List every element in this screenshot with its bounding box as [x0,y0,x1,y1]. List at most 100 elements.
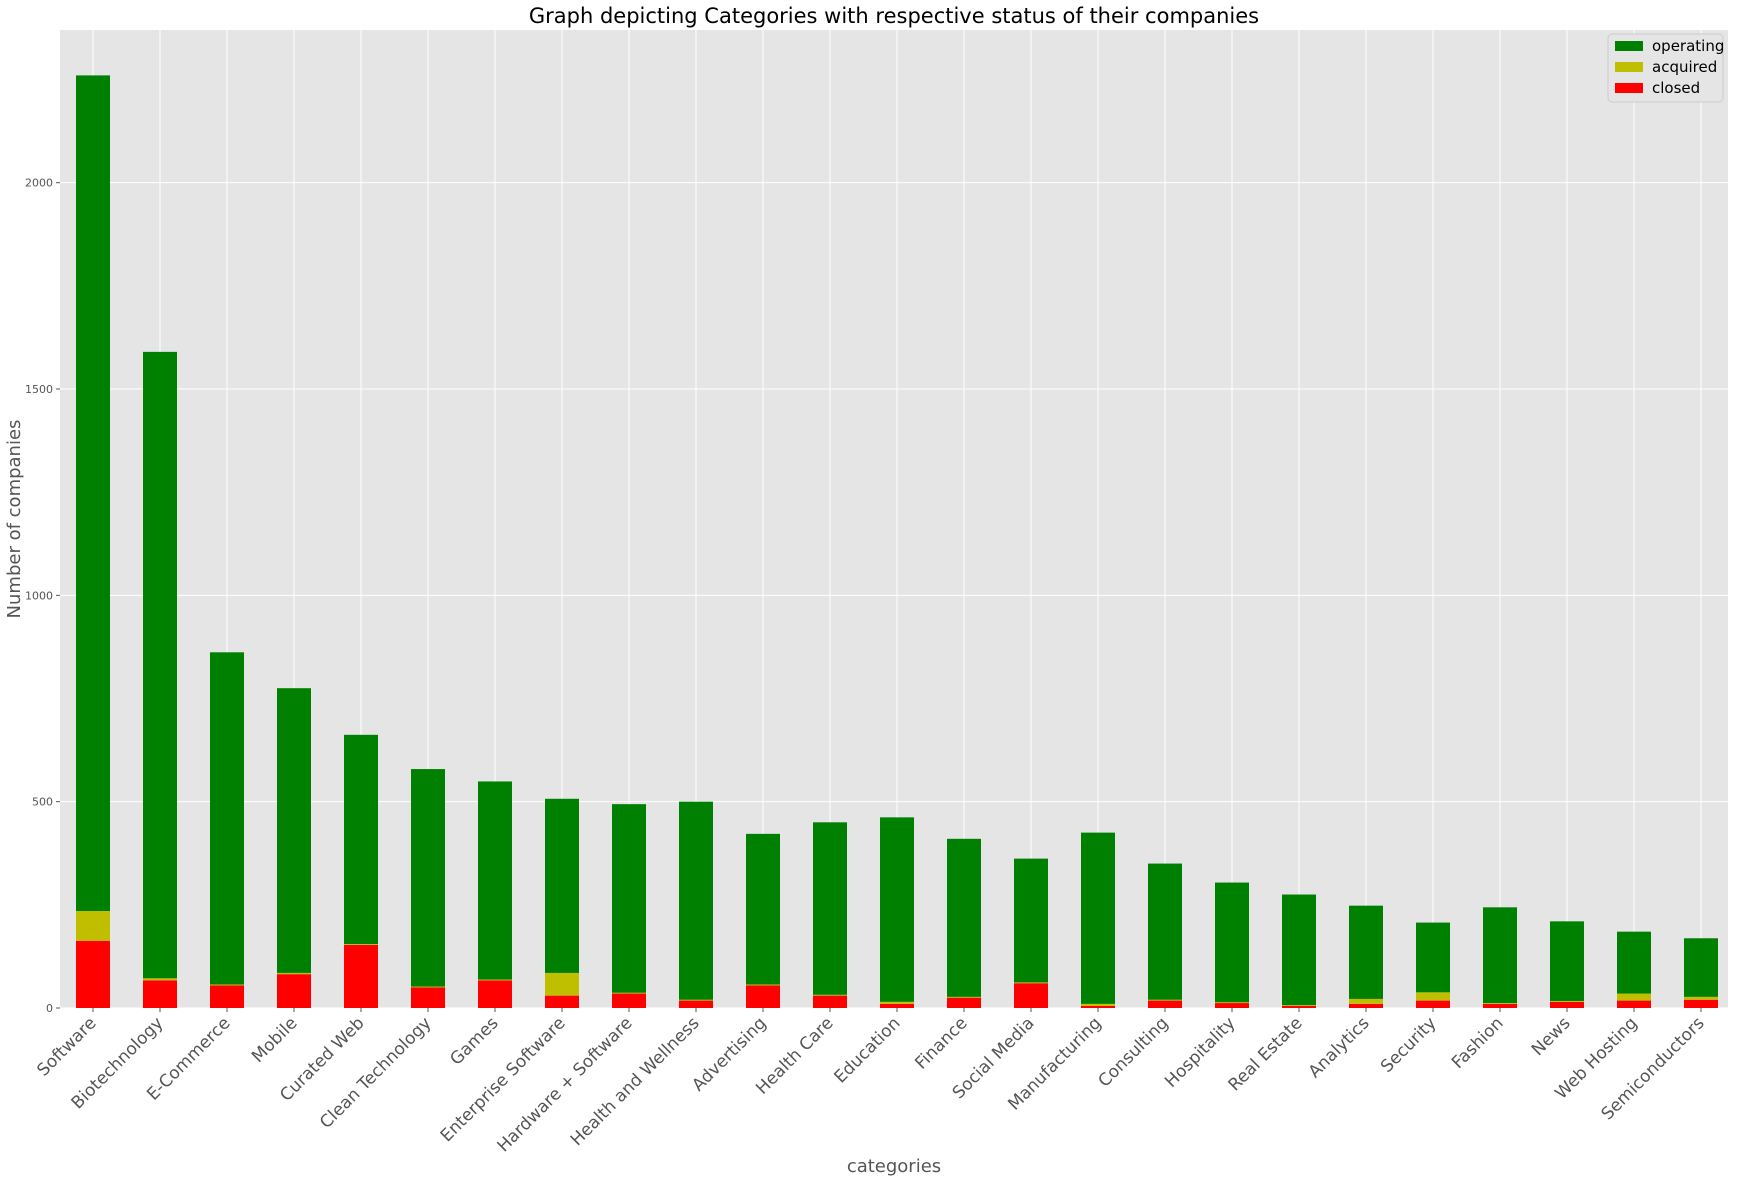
y-tick-label: 2000 [25,177,53,190]
bar-acquired-hardware-software [612,992,646,994]
bar-acquired-finance [947,996,981,998]
bar-acquired-e-commerce [210,984,244,986]
bar-closed-semiconductors [1684,999,1718,1008]
bar-acquired-consulting [1148,999,1182,1001]
x-tick-label: Clean Technology [316,1013,435,1132]
x-tick-label: Consulting [1094,1013,1172,1091]
bar-operating-e-commerce [210,652,244,985]
bar-operating-social-media [1014,858,1048,983]
bar-operating-enterprise-software [545,798,579,973]
bar-operating-hospitality [1215,882,1249,1003]
bar-closed-enterprise-software [545,995,579,1008]
bar-closed-manufacturing [1081,1005,1115,1008]
y-tick-label: 500 [32,796,53,809]
bar-operating-health-care [813,822,847,995]
x-tick-label: Finance [911,1013,971,1073]
legend-swatch-closed [1615,83,1643,93]
x-tick-label: Analytics [1305,1013,1374,1082]
bar-closed-curated-web [344,944,378,1008]
bar-operating-software [76,75,110,912]
bar-closed-hardware-software [612,993,646,1008]
bar-closed-consulting [1148,1000,1182,1008]
bar-closed-software [76,940,110,1008]
x-tick-label: Games [446,1013,502,1069]
bar-acquired-semiconductors [1684,996,1718,1000]
bar-operating-clean-technology [411,769,445,987]
bar-acquired-real-estate [1282,1005,1316,1006]
bar-closed-fashion [1483,1003,1517,1008]
bar-operating-advertising [746,833,780,985]
bar-closed-health-and-wellness [679,1000,713,1008]
bar-acquired-mobile [277,972,311,975]
bar-acquired-enterprise-software [545,972,579,996]
bar-acquired-curated-web [344,944,378,945]
x-tick-label: Enterprise Software [437,1013,570,1146]
bar-operating-education [880,817,914,1002]
bar-acquired-education [880,1001,914,1004]
bar-closed-clean-technology [411,987,445,1008]
y-axis-label: Number of companies [4,420,25,619]
bar-operating-health-and-wellness [679,801,713,1000]
bar-acquired-security [1416,992,1450,1001]
bar-operating-analytics [1349,905,1383,999]
bar-acquired-clean-technology [411,986,445,988]
bar-operating-consulting [1148,863,1182,1000]
bar-acquired-advertising [746,984,780,986]
legend-swatch-operating [1615,41,1643,51]
bar-closed-analytics [1349,1003,1383,1008]
bar-operating-real-estate [1282,894,1316,1006]
bar-acquired-games [478,979,512,981]
bar-operating-news [1550,921,1584,1001]
bar-acquired-health-care [813,994,847,996]
bar-operating-finance [947,838,981,997]
legend: operating acquired closed [1607,33,1724,103]
bar-operating-curated-web [344,734,378,945]
bar-closed-health-care [813,995,847,1008]
legend-label-operating: operating [1652,37,1724,55]
bar-closed-security [1416,1000,1450,1008]
legend-label-closed: closed [1652,79,1700,97]
bar-closed-social-media [1014,983,1048,1008]
bar-closed-finance [947,997,981,1008]
chart-title: Graph depicting Categories with respecti… [529,4,1259,28]
x-tick-label: Health and Wellness [567,1013,704,1150]
bar-closed-e-commerce [210,985,244,1008]
bar-operating-hardware-software [612,804,646,993]
legend-label-acquired: acquired [1652,58,1717,76]
bar-operating-semiconductors [1684,938,1718,997]
x-tick-label: News [1528,1013,1575,1060]
x-tick-label: Hardware + Software [494,1013,637,1156]
x-tick-label: Fashion [1448,1013,1508,1073]
bar-operating-mobile [277,688,311,973]
bar-acquired-health-and-wellness [679,999,713,1001]
bar-closed-hospitality [1215,1003,1249,1008]
bar-acquired-biotechnology [143,978,177,981]
bar-operating-games [478,781,512,980]
bar-acquired-analytics [1349,998,1383,1004]
bar-acquired-social-media [1014,982,1048,984]
bar-acquired-web-hosting [1617,993,1651,1001]
bar-closed-biotechnology [143,980,177,1008]
bar-closed-news [1550,1001,1584,1008]
x-tick-label: Security [1377,1013,1441,1077]
bar-acquired-software [76,911,110,941]
bar-closed-mobile [277,974,311,1008]
x-axis-label: categories [847,1156,941,1177]
x-tick-label: Software [33,1013,100,1080]
bar-closed-web-hosting [1617,1000,1651,1008]
y-tick-label: 1000 [25,589,53,602]
bar-acquired-manufacturing [1081,1003,1115,1006]
bar-operating-web-hosting [1617,931,1651,994]
bar-acquired-fashion [1483,1003,1517,1004]
bar-acquired-news [1550,1000,1584,1002]
bar-acquired-hospitality [1215,1002,1249,1004]
y-axis-ticks: 0 500 1000 1500 2000 [25,177,60,1015]
bar-closed-advertising [746,985,780,1008]
bar-operating-security [1416,922,1450,993]
bars [76,75,1718,1008]
bar-operating-biotechnology [143,351,177,979]
x-tick-label: Mobile [248,1013,302,1067]
